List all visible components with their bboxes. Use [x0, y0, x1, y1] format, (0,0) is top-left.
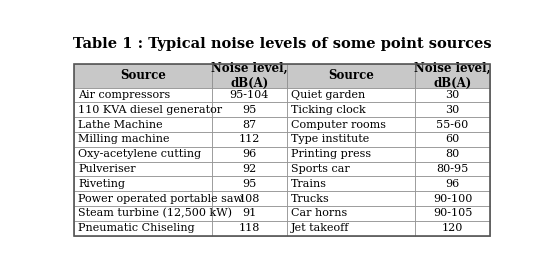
Text: Trucks: Trucks	[291, 194, 329, 204]
Text: Milling machine: Milling machine	[78, 134, 169, 144]
Text: Pulveriser: Pulveriser	[78, 164, 136, 174]
Bar	[287, 191, 415, 206]
Bar	[74, 87, 212, 102]
Text: Table 1 : Typical noise levels of some point sources: Table 1 : Typical noise levels of some p…	[73, 37, 491, 51]
Bar	[415, 117, 490, 132]
Bar	[415, 102, 490, 117]
Text: 110 KVA diesel generator: 110 KVA diesel generator	[78, 105, 222, 115]
Bar	[74, 221, 212, 236]
Bar	[415, 87, 490, 102]
Bar	[287, 64, 415, 87]
Bar	[287, 147, 415, 162]
Text: 95: 95	[242, 105, 256, 115]
Bar	[74, 206, 212, 221]
Text: Type institute: Type institute	[291, 134, 369, 144]
Bar	[415, 147, 490, 162]
Bar	[74, 117, 212, 132]
Text: Source: Source	[120, 69, 166, 82]
Text: Printing press: Printing press	[291, 149, 371, 159]
Text: 120: 120	[442, 223, 463, 233]
Text: Ticking clock: Ticking clock	[291, 105, 366, 115]
Bar	[212, 132, 287, 147]
Bar	[287, 117, 415, 132]
Text: Lathe Machine: Lathe Machine	[78, 119, 163, 130]
Text: 60: 60	[446, 134, 460, 144]
Text: 92: 92	[242, 164, 256, 174]
Text: 90-105: 90-105	[433, 208, 472, 218]
Bar	[212, 162, 287, 176]
Bar	[74, 191, 212, 206]
Bar	[212, 64, 287, 87]
Bar	[212, 102, 287, 117]
Bar	[415, 191, 490, 206]
Text: 96: 96	[446, 179, 460, 189]
Bar	[287, 162, 415, 176]
Text: Sports car: Sports car	[291, 164, 350, 174]
Bar	[415, 206, 490, 221]
Text: 55-60: 55-60	[436, 119, 469, 130]
Bar	[74, 64, 212, 87]
Text: Trains: Trains	[291, 179, 327, 189]
Bar	[212, 206, 287, 221]
Text: 30: 30	[446, 105, 460, 115]
Text: Car horns: Car horns	[291, 208, 347, 218]
Bar	[74, 132, 212, 147]
Bar	[212, 176, 287, 191]
Text: Oxy-acetylene cutting: Oxy-acetylene cutting	[78, 149, 201, 159]
Bar	[212, 147, 287, 162]
Bar	[212, 221, 287, 236]
Text: 91: 91	[242, 208, 256, 218]
Bar	[287, 221, 415, 236]
Bar	[212, 191, 287, 206]
Text: 95: 95	[242, 179, 256, 189]
Text: 87: 87	[242, 119, 256, 130]
Bar	[415, 162, 490, 176]
Text: Computer rooms: Computer rooms	[291, 119, 386, 130]
Bar	[415, 132, 490, 147]
Bar	[74, 147, 212, 162]
Bar	[287, 87, 415, 102]
Text: Air compressors: Air compressors	[78, 90, 170, 100]
Bar	[287, 176, 415, 191]
Text: 80: 80	[446, 149, 460, 159]
Text: 80-95: 80-95	[436, 164, 469, 174]
Text: 30: 30	[446, 90, 460, 100]
Text: Power operated portable saw: Power operated portable saw	[78, 194, 243, 204]
Bar	[287, 206, 415, 221]
Text: 112: 112	[239, 134, 260, 144]
Text: Steam turbine (12,500 kW): Steam turbine (12,500 kW)	[78, 208, 232, 219]
Text: Noise level,
dB(A): Noise level, dB(A)	[414, 62, 491, 90]
Bar	[287, 132, 415, 147]
Text: Jet takeoff: Jet takeoff	[291, 223, 349, 233]
Bar	[212, 87, 287, 102]
Bar	[74, 162, 212, 176]
Bar	[74, 176, 212, 191]
Text: 96: 96	[242, 149, 256, 159]
Bar	[74, 102, 212, 117]
Text: Riveting: Riveting	[78, 179, 125, 189]
Text: Pneumatic Chiseling: Pneumatic Chiseling	[78, 223, 195, 233]
Text: Noise level,
dB(A): Noise level, dB(A)	[211, 62, 288, 90]
Bar	[74, 64, 490, 236]
Bar	[415, 176, 490, 191]
Text: Source: Source	[328, 69, 374, 82]
Text: 118: 118	[239, 223, 260, 233]
Text: 90-100: 90-100	[433, 194, 472, 204]
Text: 95-104: 95-104	[229, 90, 269, 100]
Bar	[415, 221, 490, 236]
Text: 108: 108	[239, 194, 260, 204]
Bar	[212, 117, 287, 132]
Text: Quiet garden: Quiet garden	[291, 90, 365, 100]
Bar	[287, 102, 415, 117]
Bar	[415, 64, 490, 87]
